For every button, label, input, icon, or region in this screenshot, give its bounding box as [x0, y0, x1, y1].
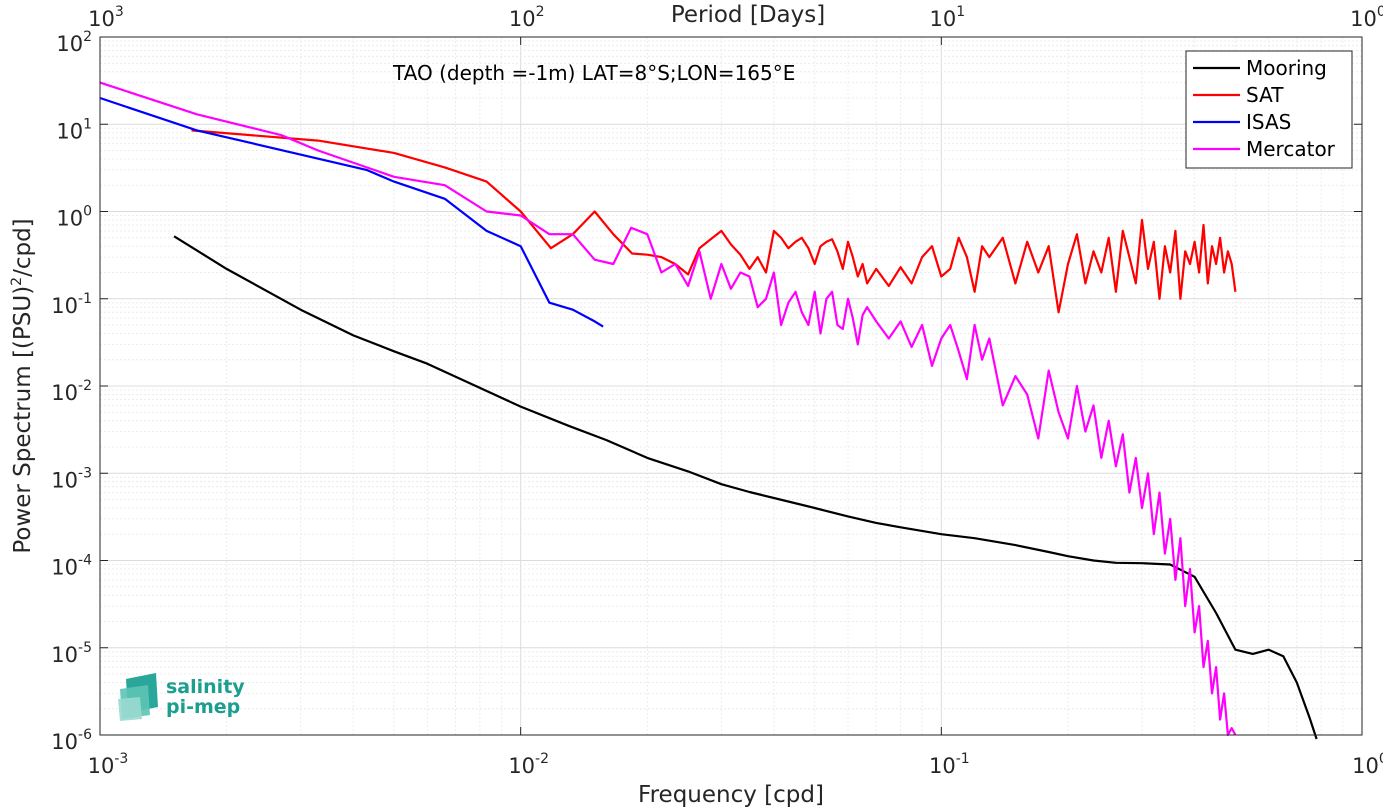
legend-label-mercator: Mercator: [1246, 137, 1336, 161]
x-tick-label: 10-1: [929, 751, 970, 778]
grid: [99, 37, 1362, 736]
x-top-tick-label: 100: [1350, 4, 1383, 31]
series-line-isas: [99, 96, 604, 328]
series-line-mercator: [99, 81, 1237, 737]
y-tick-label: 10-6: [51, 727, 92, 754]
x-top-axis-label: Period [Days]: [671, 2, 825, 28]
x-tick-label: 10-3: [88, 751, 129, 778]
chart-title: TAO (depth =-1m) LAT=8°S;LON=165°E: [392, 61, 795, 85]
y-tick-label: 100: [56, 204, 92, 231]
legend: Mooring SAT ISAS Mercator: [1185, 50, 1353, 169]
x-top-tick-label: 101: [930, 4, 966, 31]
x-top-tick-label: 103: [88, 4, 124, 31]
axis-ticks: [99, 36, 1363, 736]
y-tick-label: 101: [56, 116, 92, 143]
legend-label-isas: ISAS: [1246, 110, 1291, 134]
legend-label-sat: SAT: [1246, 83, 1284, 107]
logo-line-2: pi-mep: [166, 696, 240, 718]
series-lines: [99, 81, 1318, 740]
x-tick-label: 10-2: [508, 751, 549, 778]
y-tick-label: 10-4: [51, 553, 92, 580]
tick-labels: 10-310-210-110010310210110010210110010-1…: [51, 4, 1383, 778]
y-axis-label: Power Spectrum [(PSU)2/cpd]: [9, 218, 36, 553]
y-tick-label: 102: [56, 29, 92, 56]
series-line-sat: [191, 129, 1237, 314]
logo-line-1: salinity: [166, 676, 245, 698]
y-tick-label: 10-1: [51, 291, 92, 318]
salinity-pi-mep-logo: salinity pi-mep: [118, 673, 245, 721]
x-tick-label: 100: [1352, 751, 1383, 778]
y-tick-label: 10-3: [51, 465, 92, 492]
y-tick-label: 10-5: [51, 640, 92, 667]
legend-label-mooring: Mooring: [1246, 56, 1327, 80]
y-tick-label: 10-2: [51, 378, 92, 405]
x-axis-label: Frequency [cpd]: [638, 782, 824, 808]
series-line-mooring: [173, 235, 1318, 740]
x-top-tick-label: 102: [509, 4, 545, 31]
